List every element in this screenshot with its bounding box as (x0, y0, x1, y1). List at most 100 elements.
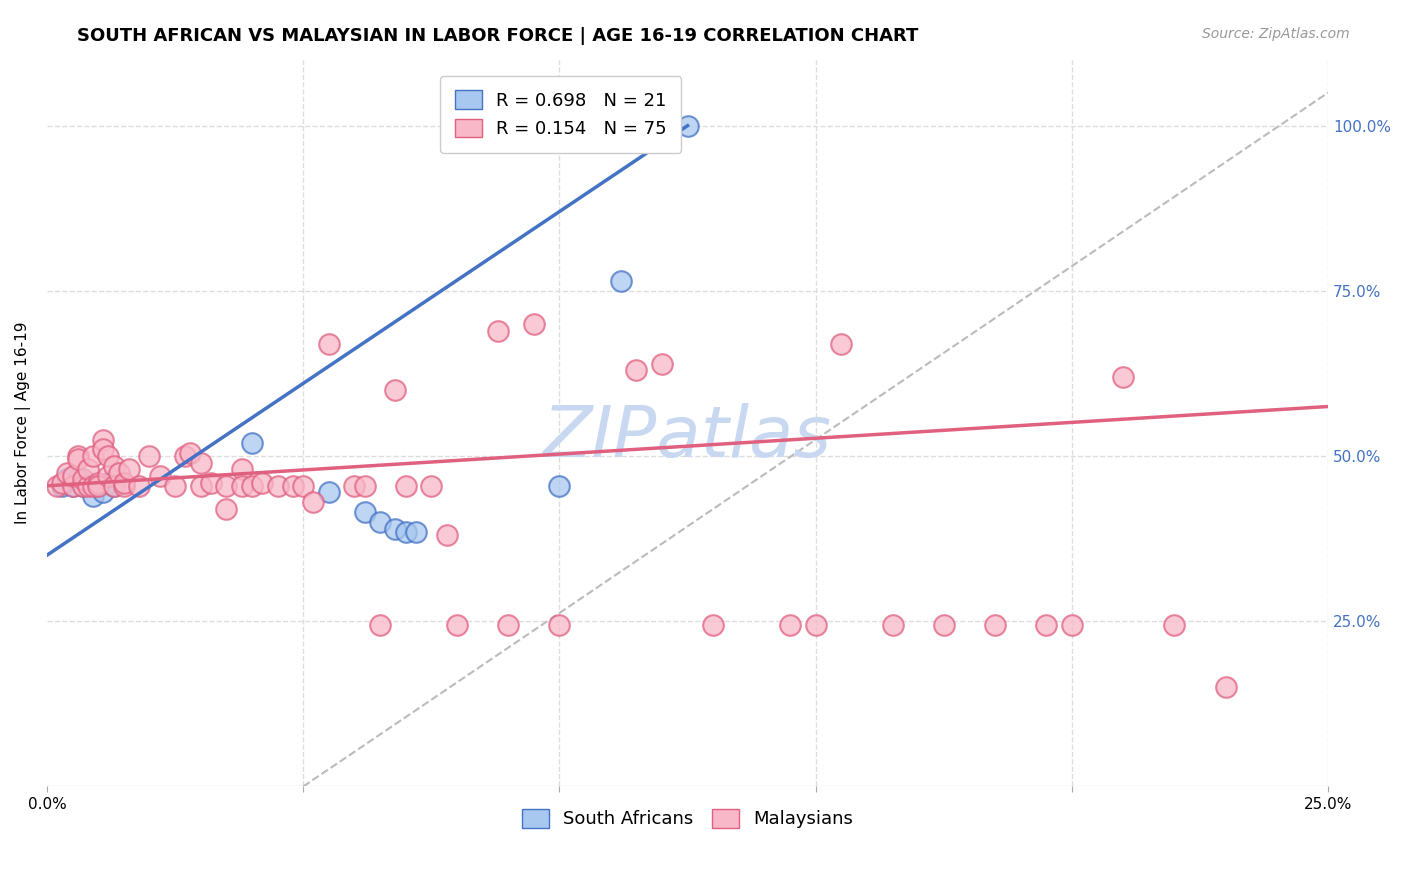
Point (250, 475, 273, 490)
Point (932, 617, 955, 632)
Point (138, 449, 160, 463)
Text: ZIPatlas: ZIPatlas (543, 403, 832, 472)
Point (118, 462, 141, 476)
Point (231, 462, 253, 476)
Point (292, 479, 315, 493)
Point (200, 475, 222, 490)
Point (610, 105, 633, 120)
Point (702, 617, 724, 632)
Point (830, 336, 852, 351)
Point (87, 479, 110, 493)
Point (128, 479, 150, 493)
Point (779, 617, 801, 632)
Point (97, 475, 120, 490)
Point (384, 383, 406, 397)
Point (112, 475, 135, 490)
Point (368, 617, 391, 632)
Y-axis label: In Labor Force | Age 16-19: In Labor Force | Age 16-19 (15, 322, 31, 524)
Point (599, 105, 621, 120)
Point (343, 479, 366, 493)
Point (446, 617, 468, 632)
Point (436, 528, 458, 542)
Point (77, 475, 100, 490)
Point (87, 479, 110, 493)
Point (240, 479, 263, 493)
Point (103, 458, 125, 473)
Point (77, 479, 100, 493)
Point (72, 472, 94, 486)
Text: SOUTH AFRICAN VS MALAYSIAN IN LABOR FORCE | AGE 16-19 CORRELATION CHART: SOUTH AFRICAN VS MALAYSIAN IN LABOR FORC… (77, 27, 918, 45)
Point (93, 442, 115, 457)
Point (51, 475, 73, 490)
Point (318, 485, 340, 500)
Point (676, 119, 699, 133)
Point (62, 469, 84, 483)
Point (395, 479, 418, 493)
Point (174, 449, 197, 463)
Point (589, 105, 612, 120)
Point (302, 495, 325, 509)
Point (97, 469, 120, 483)
Point (215, 502, 238, 516)
Legend: South Africans, Malaysians: South Africans, Malaysians (515, 802, 860, 836)
Point (626, 363, 648, 377)
Point (882, 617, 904, 632)
Point (107, 466, 129, 480)
Point (93, 433, 115, 447)
Point (548, 617, 571, 632)
Point (62, 479, 84, 493)
Point (1112, 369, 1135, 384)
Point (368, 515, 391, 529)
Point (486, 324, 509, 338)
Point (93, 485, 115, 500)
Point (82, 479, 104, 493)
Point (651, 357, 673, 371)
Point (56, 466, 79, 480)
Point (215, 479, 238, 493)
Point (190, 479, 212, 493)
Point (72, 479, 94, 493)
Point (165, 479, 187, 493)
Point (82, 449, 104, 463)
Point (103, 479, 125, 493)
Point (548, 479, 571, 493)
Point (1215, 681, 1237, 695)
Point (1060, 617, 1083, 632)
Point (496, 617, 519, 632)
Point (62, 479, 84, 493)
Point (87, 475, 110, 490)
Point (66, 472, 89, 486)
Point (82, 489, 104, 503)
Point (384, 522, 406, 536)
Point (395, 524, 418, 539)
Point (77, 462, 100, 476)
Point (112, 479, 135, 493)
Point (984, 617, 1007, 632)
Point (523, 317, 546, 331)
Point (66, 452, 89, 467)
Point (1163, 617, 1185, 632)
Point (56, 472, 79, 486)
Point (610, 274, 633, 288)
Point (281, 479, 304, 493)
Point (318, 336, 340, 351)
Point (149, 469, 172, 483)
Point (46, 479, 69, 493)
Point (51, 479, 73, 493)
Point (405, 524, 427, 539)
Point (804, 617, 827, 632)
Point (97, 449, 120, 463)
Point (240, 435, 263, 450)
Text: Source: ZipAtlas.com: Source: ZipAtlas.com (1202, 27, 1350, 41)
Point (1035, 617, 1057, 632)
Point (353, 479, 375, 493)
Point (66, 449, 89, 463)
Point (72, 479, 94, 493)
Point (420, 479, 443, 493)
Point (231, 479, 253, 493)
Point (353, 505, 375, 519)
Point (190, 456, 212, 470)
Point (179, 446, 201, 460)
Point (103, 479, 125, 493)
Point (266, 479, 288, 493)
